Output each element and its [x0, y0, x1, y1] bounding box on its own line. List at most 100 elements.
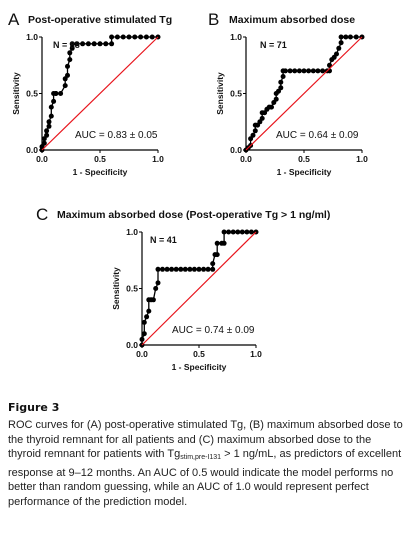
roc-point: [301, 68, 307, 74]
roc-point: [126, 34, 132, 40]
roc-point: [58, 91, 64, 96]
roc-point: [41, 140, 47, 146]
reference-diagonal-line: [141, 231, 257, 346]
roc-point: [214, 252, 220, 258]
y-tick-label: 0.0: [230, 145, 242, 155]
y-tick-label: 0.5: [230, 89, 242, 99]
n-label: N = 88: [53, 40, 80, 50]
roc-point: [178, 266, 184, 272]
roc-point: [226, 229, 232, 235]
roc-point: [278, 85, 284, 91]
roc-point: [97, 41, 103, 47]
n-label: N = 71: [260, 40, 287, 50]
roc-point: [338, 34, 344, 40]
x-axis-label: 1 - Specificity: [277, 167, 332, 177]
roc-point: [292, 68, 298, 74]
roc-point: [201, 266, 207, 272]
roc-point: [187, 266, 193, 272]
panel-title: Maximum absorbed dose (Post-operative Tg…: [57, 209, 330, 221]
panel-b: B Maximum absorbed dose 0.00.0 0.5 0.5 1.0 1.0…: [208, 10, 368, 177]
roc-point: [269, 104, 274, 110]
roc-point: [150, 297, 156, 303]
roc-point: [153, 286, 159, 291]
roc-point: [221, 229, 227, 235]
x-tick-label: 1.0: [250, 349, 262, 359]
n-label: N = 41: [150, 235, 177, 245]
roc-point: [143, 34, 149, 40]
roc-point: [91, 41, 97, 47]
roc-point: [338, 40, 344, 46]
roc-point: [62, 83, 68, 89]
roc-point: [149, 34, 155, 40]
roc-point: [353, 34, 359, 40]
panel-c: C Maximum absorbed dose (Post-operative T…: [36, 205, 330, 372]
roc-point: [334, 51, 339, 57]
roc-point: [310, 68, 316, 74]
roc-point: [160, 266, 165, 272]
roc-point: [182, 266, 188, 272]
auc-label: AUC = 0.64 ± 0.09: [276, 130, 359, 141]
roc-point: [144, 314, 150, 320]
roc-point: [315, 68, 321, 74]
panel-a: A Post-operative stimulated Tg 0.00.0 0.5 0.…: [8, 10, 172, 177]
roc-point: [244, 229, 250, 235]
roc-point: [336, 45, 342, 51]
roc-point: [282, 68, 288, 74]
roc-point: [173, 266, 179, 272]
x-axis-label: 1 - Specificity: [172, 362, 227, 372]
roc-point: [51, 98, 57, 104]
roc-point: [139, 336, 145, 342]
roc-point: [48, 113, 54, 119]
roc-point: [259, 115, 265, 121]
roc-point: [230, 229, 236, 235]
roc-point: [287, 68, 293, 74]
roc-point: [296, 68, 302, 74]
y-tick-label: 0.0: [26, 145, 38, 155]
roc-point: [320, 68, 326, 74]
roc-point: [164, 266, 170, 272]
x-tick-label: 0.5: [298, 154, 310, 164]
roc-point: [65, 72, 70, 78]
x-axis-label: 1 - Specificity: [73, 167, 128, 177]
caption-text-1: ROC curves for (A) post-operative stimul…: [8, 419, 403, 461]
roc-point: [347, 34, 353, 40]
roc-point: [196, 266, 202, 272]
caption-subscript: stim,pre-I131: [180, 454, 222, 462]
roc-point: [252, 128, 258, 134]
roc-point: [146, 308, 152, 314]
roc-point: [53, 91, 59, 96]
y-tick-label: 0.5: [126, 284, 138, 294]
y-axis-label: Sensitivity: [11, 72, 21, 115]
y-axis-label: Sensitivity: [215, 72, 225, 115]
roc-point: [343, 34, 349, 40]
x-tick-label: 0.0: [136, 349, 148, 359]
roc-point: [306, 68, 312, 74]
roc-point: [273, 96, 279, 102]
reference-diagonal-line: [245, 36, 363, 151]
y-tick-label: 1.0: [230, 32, 242, 42]
roc-point: [74, 41, 80, 47]
roc-point: [248, 229, 254, 235]
roc-point: [48, 104, 54, 110]
panel-letter: C: [36, 205, 48, 224]
roc-point: [85, 41, 91, 47]
roc-point: [155, 266, 161, 272]
roc-point: [44, 128, 50, 134]
roc-point: [46, 119, 52, 125]
roc-point: [280, 74, 286, 79]
x-tick-label: 1.0: [152, 154, 164, 164]
roc-point: [221, 240, 227, 246]
roc-point: [109, 41, 115, 47]
roc-point: [69, 45, 75, 51]
roc-point: [46, 123, 52, 129]
roc-point: [210, 266, 216, 272]
roc-point: [235, 229, 241, 235]
caption-text-2: > 1 ng/mL, as predictors of excellent re…: [8, 448, 402, 508]
roc-point: [67, 50, 73, 56]
roc-point: [205, 266, 211, 272]
roc-point: [109, 34, 115, 40]
roc-point: [120, 34, 126, 40]
panel-letter: A: [8, 10, 20, 29]
panel-letter: B: [208, 10, 219, 29]
figure-title: Figure 3: [8, 401, 60, 414]
